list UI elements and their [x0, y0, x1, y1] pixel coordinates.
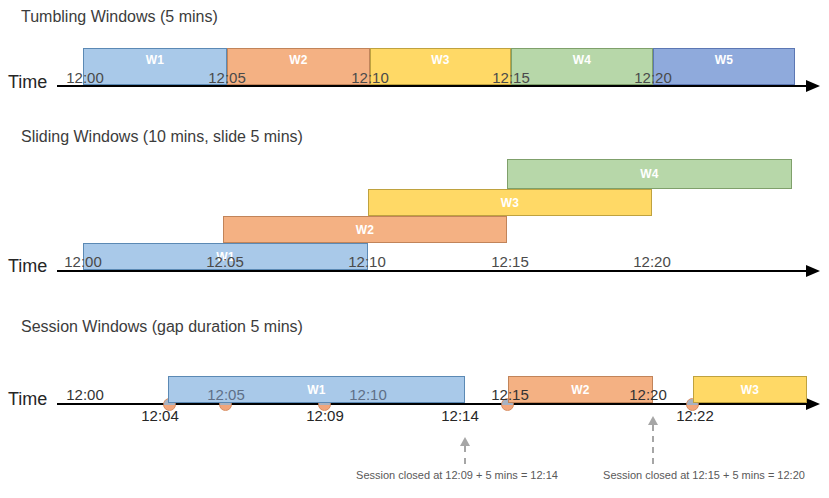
window-label: W1 — [146, 53, 165, 67]
window-label: W3 — [431, 53, 450, 67]
windowing-diagram: Tumbling Windows (5 mins) Time W1 W2 W3 … — [0, 0, 829, 498]
arrow-dash — [464, 446, 466, 464]
tick-12-00: 12:00 — [64, 253, 102, 270]
tick-12-05: 12:05 — [207, 386, 245, 403]
event-label-12-09: 12:09 — [306, 407, 344, 424]
tick-12-15: 12:15 — [492, 69, 530, 86]
session-window-w3: W3 — [693, 376, 807, 403]
window-label: W2 — [289, 53, 308, 67]
tick-12-20: 12:20 — [633, 253, 671, 270]
sliding-window-w2: W2 — [223, 216, 507, 243]
arrowhead — [460, 437, 470, 446]
tumbling-window-w4: W4 — [511, 48, 653, 85]
tumbling-title: Tumbling Windows (5 mins) — [21, 8, 218, 26]
window-label: W3 — [741, 383, 760, 397]
session-close-annotation-2: Session closed at 12:15 + 5 mins = 12:20 — [603, 469, 805, 481]
window-label: W2 — [356, 223, 375, 237]
tumbling-timeline — [57, 85, 812, 87]
tick-12-15: 12:15 — [491, 253, 529, 270]
tick-12-00: 12:00 — [66, 69, 104, 86]
tick-12-10: 12:10 — [351, 69, 389, 86]
tick-12-20: 12:20 — [629, 386, 667, 403]
session-time-label: Time — [8, 389, 47, 410]
tumbling-time-label: Time — [8, 72, 47, 93]
window-label: W4 — [640, 167, 659, 181]
tick-12-05: 12:05 — [206, 253, 244, 270]
tick-12-10: 12:10 — [349, 386, 387, 403]
tick-12-05: 12:05 — [208, 69, 246, 86]
sliding-window-w3: W3 — [368, 189, 652, 216]
tick-12-00: 12:00 — [66, 386, 104, 403]
sliding-time-label: Time — [8, 256, 47, 277]
tumbling-window-w1: W1 — [83, 48, 227, 85]
tumbling-timeline-arrowhead-icon — [806, 80, 820, 92]
session-close-arrow-icon — [459, 437, 471, 464]
event-label-12-14: 12:14 — [441, 407, 479, 424]
window-label: W3 — [501, 196, 520, 210]
window-label: W1 — [307, 383, 326, 397]
session-title: Session Windows (gap duration 5 mins) — [21, 318, 303, 336]
tick-12-10: 12:10 — [348, 253, 386, 270]
sliding-timeline — [57, 270, 812, 272]
event-label-12-04: 12:04 — [141, 407, 179, 424]
tick-12-15: 12:15 — [491, 386, 529, 403]
sliding-title: Sliding Windows (10 mins, slide 5 mins) — [21, 128, 303, 146]
arrowhead — [648, 416, 658, 425]
session-timeline-arrowhead-icon — [806, 398, 820, 410]
window-label: W2 — [571, 383, 590, 397]
session-close-arrow-icon — [647, 416, 659, 464]
window-label: W5 — [715, 53, 734, 67]
arrow-dash — [652, 425, 654, 464]
tumbling-window-w5: W5 — [653, 48, 795, 85]
session-close-annotation-1: Session closed at 12:09 + 5 mins = 12:14 — [356, 469, 558, 481]
window-label: W4 — [573, 53, 592, 67]
tumbling-window-w3: W3 — [370, 48, 511, 85]
sliding-window-w4: W4 — [507, 159, 792, 189]
tumbling-window-w2: W2 — [227, 48, 370, 85]
sliding-timeline-arrowhead-icon — [806, 265, 820, 277]
event-label-12-22: 12:22 — [676, 407, 714, 424]
tick-12-20: 12:20 — [634, 69, 672, 86]
